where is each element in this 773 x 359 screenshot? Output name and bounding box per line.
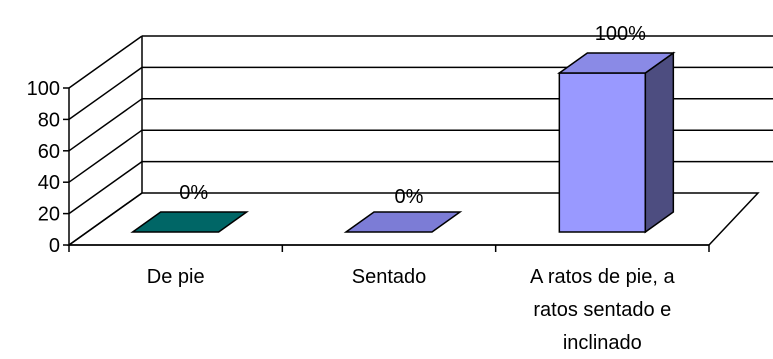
bar xyxy=(130,211,250,233)
bar-top xyxy=(130,211,250,233)
data-labels: 0% 0% 100% xyxy=(179,23,646,208)
bar-top xyxy=(343,211,463,233)
category-labels: De pie Sentado A ratos de pie, a ratos sent… xyxy=(147,266,676,354)
bar-top xyxy=(556,52,676,74)
category-label: inclinado xyxy=(563,332,642,354)
gridline-side xyxy=(68,160,143,215)
category-label: A ratos de pie, a xyxy=(530,266,675,288)
axes xyxy=(63,87,710,252)
category-label: ratos sentado e xyxy=(533,299,671,321)
bars xyxy=(130,51,676,234)
bar xyxy=(556,51,676,234)
gridline-side xyxy=(68,129,143,183)
y-tick-label: 80 xyxy=(38,109,60,131)
gridlines xyxy=(68,35,773,246)
gridline-side xyxy=(68,98,143,152)
y-tick-label: 20 xyxy=(38,204,60,226)
data-label: 0% xyxy=(179,182,208,204)
category-label: De pie xyxy=(147,266,205,288)
gridline-side xyxy=(68,66,143,121)
y-tick-label: 100 xyxy=(27,78,60,100)
bar-side xyxy=(644,51,675,234)
data-label: 0% xyxy=(395,186,424,208)
gridline-side xyxy=(68,35,143,89)
y-tick-label: 40 xyxy=(38,172,60,194)
bar-front xyxy=(558,72,647,233)
gridline-side xyxy=(68,192,143,246)
data-label: 100% xyxy=(595,23,646,45)
y-tick-label: 0 xyxy=(49,235,60,257)
y-tick-label: 60 xyxy=(38,141,60,163)
bar xyxy=(343,211,463,233)
y-tick-labels: 0 20 40 60 80 100 xyxy=(27,78,60,257)
category-label: Sentado xyxy=(352,266,427,288)
